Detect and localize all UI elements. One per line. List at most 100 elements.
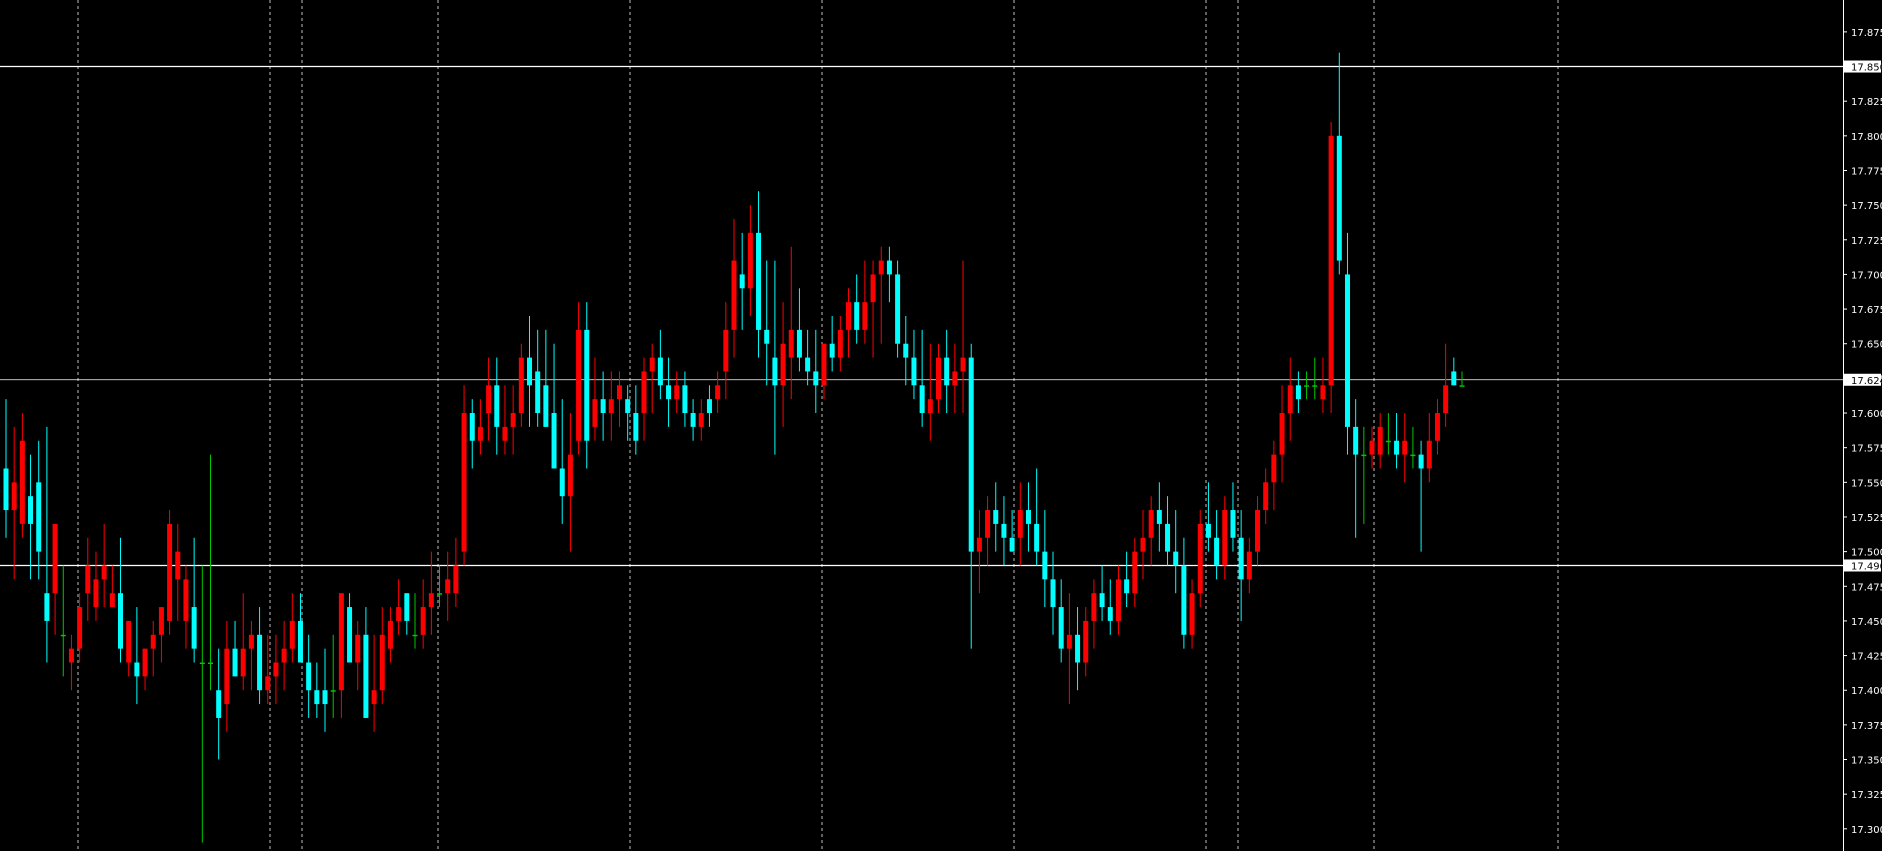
candle-body — [355, 634, 361, 663]
candle-body — [1385, 440, 1391, 443]
candle-body — [764, 329, 770, 344]
candle-body — [600, 399, 606, 414]
candle-body — [1132, 551, 1138, 594]
candle-108 — [886, 246, 892, 303]
candle-104 — [854, 274, 860, 344]
candle-56 — [461, 385, 467, 566]
candle-128 — [1050, 551, 1056, 635]
candle-body — [1361, 454, 1367, 457]
candle-body — [428, 593, 434, 608]
candle-18 — [150, 620, 156, 677]
candle-body — [1418, 454, 1424, 469]
candle-body — [837, 329, 843, 358]
candle-body — [1312, 385, 1318, 387]
candle-body — [1394, 440, 1400, 455]
candle-body — [976, 537, 982, 552]
horizontal-level-lines — [0, 65, 1843, 567]
candle-body — [1034, 523, 1040, 552]
candle-body — [559, 468, 565, 497]
candle-27 — [224, 620, 230, 732]
candle-95 — [780, 302, 786, 427]
candle-49 — [404, 593, 410, 635]
candle-103 — [846, 288, 852, 358]
candle-body — [1140, 537, 1146, 552]
candle-body — [142, 648, 148, 677]
candle-67 — [551, 343, 557, 469]
candle-93 — [764, 260, 770, 386]
candle-97 — [796, 288, 802, 372]
candle-110 — [903, 316, 909, 386]
candle-140 — [1148, 496, 1154, 566]
candle-body — [248, 634, 254, 649]
candle-86 — [706, 385, 712, 427]
candle-101 — [829, 316, 835, 372]
candle-161 — [1320, 357, 1326, 414]
candle-55 — [453, 537, 459, 608]
candle-body — [420, 607, 426, 635]
candle-body — [281, 648, 287, 663]
candle-body — [306, 662, 312, 691]
candle-body — [379, 634, 385, 691]
candle-166 — [1361, 426, 1367, 524]
candle-body — [1369, 440, 1375, 455]
candle-59 — [486, 357, 492, 441]
candle-149 — [1222, 496, 1228, 580]
candle-48 — [396, 579, 402, 635]
candle-body — [1320, 385, 1326, 400]
candle-body — [363, 634, 369, 718]
candle-9 — [77, 593, 83, 663]
candle-176 — [1443, 343, 1449, 427]
candle-1 — [11, 426, 17, 580]
candle-10 — [85, 537, 91, 621]
candle-36 — [297, 593, 303, 663]
candle-111 — [911, 329, 917, 400]
candle-body — [1459, 385, 1465, 387]
candle-126 — [1034, 468, 1040, 566]
candle-body — [60, 634, 66, 637]
candle-74 — [608, 371, 614, 441]
candle-body — [44, 593, 50, 621]
y-tick-label: 17.400 — [1851, 686, 1882, 697]
candle-89 — [731, 218, 737, 358]
candle-body — [1115, 579, 1121, 621]
candle-154 — [1263, 468, 1269, 524]
candle-116 — [952, 343, 958, 414]
candle-body — [829, 343, 835, 358]
candle-body — [608, 399, 614, 414]
candle-body — [1156, 510, 1162, 524]
candle-body — [747, 232, 753, 289]
candle-64 — [527, 316, 533, 427]
candle-43 — [355, 620, 361, 691]
candle-57 — [469, 399, 475, 469]
candle-83 — [682, 371, 688, 427]
candle-37 — [306, 634, 312, 718]
candle-78 — [641, 357, 647, 441]
candle-body — [756, 232, 762, 330]
candle-150 — [1230, 482, 1236, 552]
candle-152 — [1246, 537, 1252, 594]
candle-body — [698, 413, 704, 427]
candle-25 — [207, 454, 213, 691]
candle-body — [985, 510, 991, 538]
candle-body — [347, 607, 353, 663]
candle-118 — [968, 343, 974, 649]
candle-body — [1050, 579, 1056, 608]
candle-body — [1255, 510, 1261, 552]
candle-body — [1165, 523, 1171, 552]
candle-122 — [1001, 496, 1007, 566]
candle-body — [641, 371, 647, 414]
candle-body — [85, 565, 91, 594]
candle-body — [1017, 510, 1023, 538]
candle-22 — [183, 565, 189, 649]
candle-173 — [1418, 440, 1424, 552]
candle-62 — [510, 385, 516, 455]
candle-body — [453, 565, 459, 594]
candle-body — [739, 274, 745, 289]
candle-157 — [1287, 357, 1293, 441]
level-marker-1: 17.624 — [1844, 373, 1882, 387]
candle-12 — [101, 523, 107, 608]
candle-177 — [1451, 357, 1457, 386]
candle-8 — [68, 634, 74, 691]
candle-body — [486, 385, 492, 414]
candle-124 — [1017, 482, 1023, 566]
